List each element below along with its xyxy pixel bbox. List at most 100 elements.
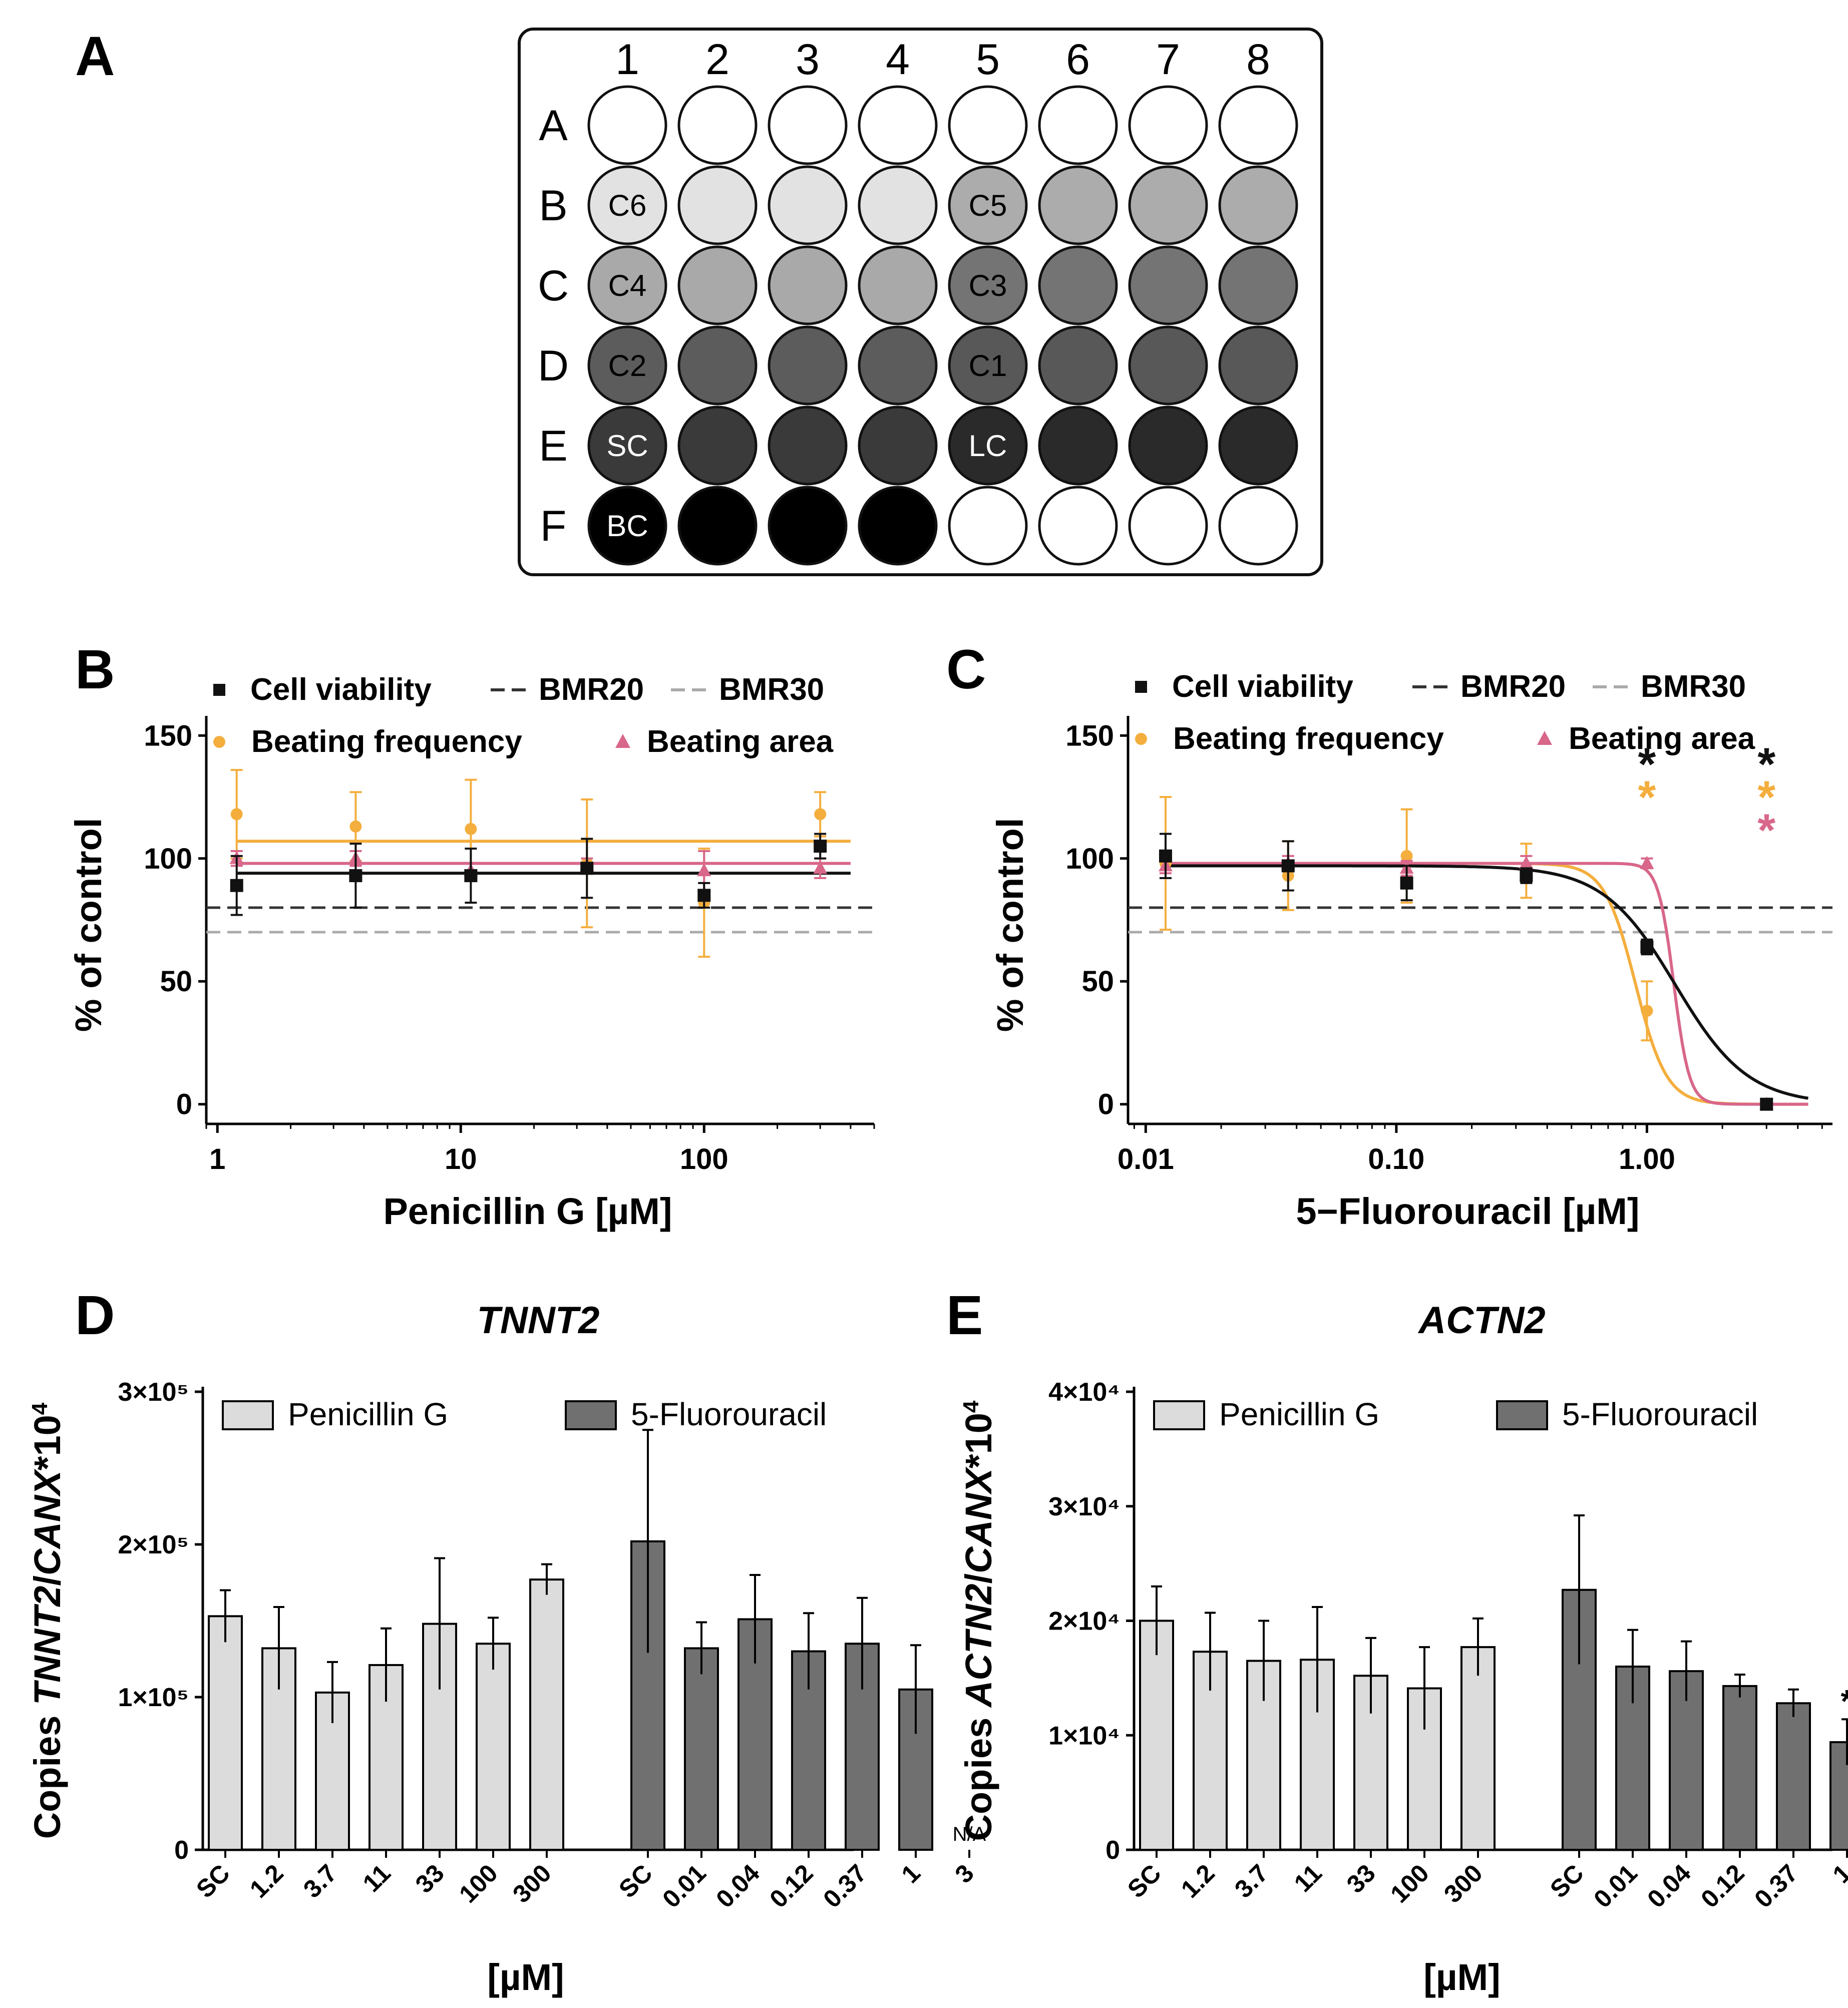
x-tick-label: SC <box>613 1859 658 1903</box>
significance-star: * <box>1757 805 1775 856</box>
y-label-reference: CANX <box>27 1468 68 1575</box>
plate-well <box>768 85 848 165</box>
x-tick-label: 0.01 <box>1588 1859 1642 1913</box>
plate-column-label: 7 <box>1156 36 1180 84</box>
data-point <box>1640 940 1654 954</box>
panel-label-c: C <box>946 639 986 700</box>
plate-column-label: 5 <box>976 36 1000 84</box>
y-label-exponent: 4 <box>28 1402 52 1415</box>
plate-well <box>587 406 667 486</box>
panel-label-b: B <box>75 639 115 700</box>
data-point <box>349 869 362 883</box>
plate-well <box>677 486 758 566</box>
legend-label-beating-area: Beating area <box>647 724 834 759</box>
fit-curve <box>1166 862 1808 1106</box>
well-label: C3 <box>969 269 1007 302</box>
legend-label-penicillin: Penicillin G <box>1219 1396 1379 1432</box>
plate-column-label: 1 <box>615 36 639 84</box>
bar <box>791 1650 826 1851</box>
legend-swatch-penicillin <box>1153 1400 1205 1430</box>
plate-row-label: B <box>539 182 567 230</box>
x-axis-title: Penicillin G [µM] <box>383 1190 672 1232</box>
legend-marker-beating-area <box>615 734 630 748</box>
data-point <box>1281 859 1295 873</box>
y-tick-label: 50 <box>160 965 192 998</box>
na-label: N/A <box>953 1823 986 1845</box>
y-label-multiplier: *10 <box>27 1415 68 1470</box>
x-axis-title: [µM] <box>1423 1956 1501 1998</box>
data-point <box>814 808 827 821</box>
x-tick-label: 33 <box>410 1859 450 1898</box>
x-tick-label: 0.12 <box>1695 1859 1749 1913</box>
y-axis-title: % of control <box>989 818 1031 1032</box>
legend-marker-beating-frequency <box>213 736 225 748</box>
well-label: C1 <box>969 349 1007 382</box>
x-tick-label: 11 <box>1289 1859 1327 1897</box>
y-tick-label: 1×10⁵ <box>118 1683 189 1712</box>
plate-well <box>1128 245 1208 325</box>
data-point <box>1519 856 1534 869</box>
y-label-reference: CANX <box>958 1466 999 1573</box>
x-tick-label: 100 <box>680 1143 728 1175</box>
plate-well <box>768 406 848 486</box>
y-tick-label: 3×10⁵ <box>118 1378 189 1407</box>
plate-well <box>948 325 1028 406</box>
panel-label-d: D <box>75 1285 115 1346</box>
x-tick-label: 1.2 <box>244 1859 289 1903</box>
plate-well <box>677 245 758 325</box>
x-tick-label: 300 <box>1438 1859 1488 1908</box>
bar <box>1776 1702 1811 1851</box>
x-tick-label: SC <box>1122 1859 1167 1903</box>
plate-well <box>768 325 848 406</box>
legend-label-cell-viability: Cell viability <box>250 672 432 707</box>
legend-label-cell-viability: Cell viability <box>1172 669 1353 704</box>
y-tick-label: 150 <box>1065 719 1114 752</box>
plate-well <box>948 85 1028 165</box>
y-label-prefix: Copies <box>27 1705 68 1839</box>
y-tick-label: 150 <box>144 719 192 752</box>
plate-row-label: C <box>538 262 569 310</box>
plate-well <box>677 85 758 165</box>
plate-well <box>1128 165 1208 245</box>
plate-column-label: 8 <box>1246 36 1270 84</box>
legend-label-bmr20: BMR20 <box>539 672 644 707</box>
plate-row-label: F <box>540 502 567 550</box>
well-label: C6 <box>608 189 647 222</box>
bar <box>1829 1741 1848 1851</box>
plate-well <box>1218 85 1298 165</box>
y-tick-label: 3×10⁴ <box>1048 1492 1120 1521</box>
y-tick-label: 2×10⁵ <box>118 1530 189 1559</box>
plate-row-label: E <box>539 422 567 470</box>
fit-curve <box>1166 864 1808 1100</box>
chart-title: TNNT2 <box>477 1299 600 1342</box>
plate-well <box>1038 486 1118 566</box>
plate-well <box>768 486 848 566</box>
plate-well <box>1218 406 1298 486</box>
y-tick-label: 2×10⁴ <box>1048 1607 1120 1636</box>
plate-well <box>587 245 667 325</box>
bar <box>1722 1685 1757 1851</box>
x-tick-label: 1 <box>896 1859 926 1888</box>
plate-well <box>858 406 938 486</box>
plate-well <box>1128 85 1208 165</box>
x-tick-label: 1.2 <box>1176 1859 1220 1903</box>
x-tick-label: 3.7 <box>298 1859 342 1903</box>
data-point <box>697 863 711 877</box>
plate-well <box>1218 165 1298 245</box>
plate-well <box>1128 486 1208 566</box>
x-tick-label: 3.7 <box>1229 1859 1274 1903</box>
x-tick-label: 0.04 <box>710 1859 765 1913</box>
legend-marker-beating-area <box>1537 731 1552 745</box>
y-axis-title: Copies TNNT2/CANX*104 <box>27 1402 68 1839</box>
x-axis-title: [µM] <box>487 1956 564 1998</box>
plate-well <box>1128 325 1208 406</box>
y-tick-label: 0 <box>176 1088 192 1121</box>
x-axis-title: 5−Fluorouracil [µM] <box>1296 1190 1639 1232</box>
plate-well <box>1038 406 1118 486</box>
x-tick-label: 1.00 <box>1619 1143 1675 1175</box>
legend-label-beating-frequency: Beating frequency <box>1173 721 1444 756</box>
y-label-multiplier: *10 <box>958 1413 999 1468</box>
plate-well <box>1038 325 1118 406</box>
data-point <box>1641 1005 1653 1017</box>
